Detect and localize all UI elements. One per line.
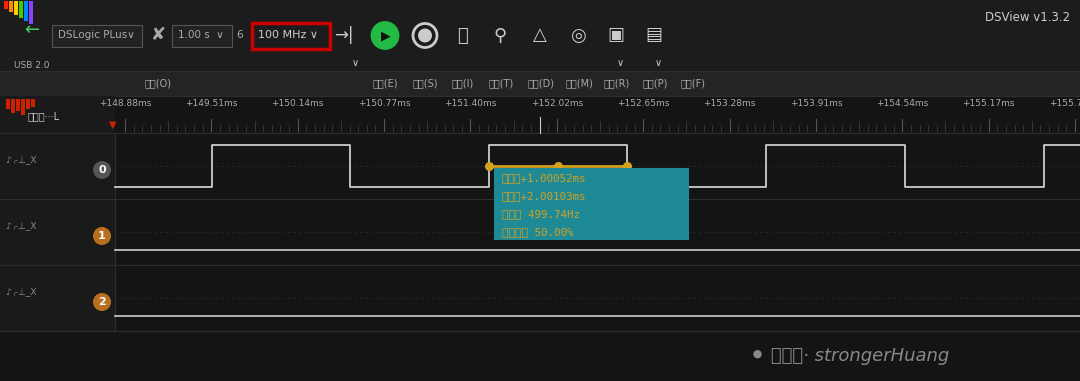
Text: 显示(P): 显示(P) bbox=[643, 78, 667, 88]
Text: 0: 0 bbox=[98, 165, 106, 175]
Text: 解码(D): 解码(D) bbox=[527, 78, 554, 88]
Bar bbox=[494, 168, 689, 240]
Text: +153.28ms: +153.28ms bbox=[703, 99, 756, 109]
Bar bbox=[24, 1, 28, 21]
Bar bbox=[0, 265, 1080, 331]
Text: 选项(O): 选项(O) bbox=[145, 78, 172, 88]
Text: ⚲: ⚲ bbox=[494, 27, 507, 45]
Text: 开始(S): 开始(S) bbox=[413, 78, 437, 88]
Bar bbox=[31, 99, 35, 107]
Text: ◎: ◎ bbox=[570, 27, 585, 45]
Bar bbox=[0, 96, 114, 133]
Bar bbox=[0, 199, 1080, 265]
Text: ▶: ▶ bbox=[381, 29, 391, 42]
Text: ▤: ▤ bbox=[646, 27, 662, 45]
Bar bbox=[0, 265, 114, 331]
Text: +150.14ms: +150.14ms bbox=[271, 99, 324, 109]
Text: 2: 2 bbox=[98, 297, 106, 307]
Bar bbox=[0, 0, 1080, 71]
Text: ∨: ∨ bbox=[351, 58, 359, 68]
Bar bbox=[16, 99, 21, 111]
Text: DSView v1.3.2: DSView v1.3.2 bbox=[985, 11, 1070, 24]
Text: +155.79ms: +155.79ms bbox=[1049, 99, 1080, 109]
Text: 频率： 499.74Hz: 频率： 499.74Hz bbox=[501, 209, 580, 219]
Text: USB 2.0: USB 2.0 bbox=[14, 61, 50, 70]
Text: △: △ bbox=[534, 27, 546, 45]
Text: ✘: ✘ bbox=[150, 27, 165, 45]
Text: ⚫ 公众号· strongerHuang: ⚫ 公众号· strongerHuang bbox=[750, 347, 949, 365]
Text: ▣: ▣ bbox=[607, 27, 624, 45]
Circle shape bbox=[93, 227, 111, 245]
Bar bbox=[19, 1, 23, 18]
Text: +152.65ms: +152.65ms bbox=[617, 99, 670, 109]
Text: 1.00 s  ∨: 1.00 s ∨ bbox=[178, 30, 224, 40]
Text: +150.77ms: +150.77ms bbox=[357, 99, 410, 109]
Text: 模式(E): 模式(E) bbox=[373, 78, 397, 88]
Text: 立即(I): 立即(I) bbox=[451, 78, 474, 88]
Text: ∨: ∨ bbox=[654, 58, 662, 68]
Text: ♪⌌⊥_X: ♪⌌⊥_X bbox=[5, 221, 37, 231]
Bar bbox=[52, 24, 141, 46]
Text: 周期：+2.00103ms: 周期：+2.00103ms bbox=[501, 191, 586, 201]
Bar bbox=[0, 133, 114, 199]
Text: →|: →| bbox=[334, 27, 354, 45]
Text: 触发(T): 触发(T) bbox=[488, 78, 514, 88]
Circle shape bbox=[373, 24, 397, 48]
Text: +154.54ms: +154.54ms bbox=[876, 99, 929, 109]
Bar bbox=[14, 1, 18, 15]
Text: +148.88ms: +148.88ms bbox=[98, 99, 151, 109]
Text: ←: ← bbox=[25, 21, 40, 38]
Text: 测量(M): 测量(M) bbox=[565, 78, 593, 88]
Text: ♪⌌⊥_X: ♪⌌⊥_X bbox=[5, 288, 37, 296]
Bar bbox=[0, 71, 1080, 96]
Text: ⫶: ⫶ bbox=[457, 27, 468, 45]
Text: +149.51ms: +149.51ms bbox=[185, 99, 238, 109]
Bar bbox=[252, 22, 330, 48]
Text: 100 MHz ∨: 100 MHz ∨ bbox=[258, 30, 318, 40]
Text: 宽度：+1.00052ms: 宽度：+1.00052ms bbox=[501, 173, 586, 183]
Text: 1: 1 bbox=[98, 231, 106, 241]
Text: +155.17ms: +155.17ms bbox=[962, 99, 1015, 109]
Text: ∨: ∨ bbox=[617, 58, 623, 68]
Bar bbox=[0, 96, 1080, 133]
Bar bbox=[0, 331, 1080, 381]
Text: 逻辑分···L: 逻辑分···L bbox=[28, 112, 60, 122]
Bar bbox=[26, 99, 30, 109]
Text: 搜索(R): 搜索(R) bbox=[604, 78, 630, 88]
Bar bbox=[4, 1, 8, 9]
Text: +152.02ms: +152.02ms bbox=[530, 99, 583, 109]
Text: +153.91ms: +153.91ms bbox=[789, 99, 842, 109]
Bar bbox=[6, 99, 10, 109]
Circle shape bbox=[418, 29, 432, 43]
Text: 6: 6 bbox=[237, 30, 243, 40]
Bar bbox=[29, 1, 33, 24]
Circle shape bbox=[93, 293, 111, 311]
Text: DSLogic PLus∨: DSLogic PLus∨ bbox=[58, 30, 135, 40]
Text: ▼: ▼ bbox=[109, 120, 117, 130]
Circle shape bbox=[93, 161, 111, 179]
Text: 占空比： 50.00%: 占空比： 50.00% bbox=[501, 227, 573, 237]
Bar bbox=[172, 24, 232, 46]
Bar bbox=[9, 1, 13, 12]
Bar bbox=[11, 99, 15, 113]
Bar bbox=[0, 199, 114, 265]
Bar bbox=[21, 99, 25, 115]
Bar bbox=[0, 133, 1080, 199]
Text: +151.40ms: +151.40ms bbox=[444, 99, 497, 109]
Text: 文件(F): 文件(F) bbox=[680, 78, 705, 88]
Text: ♪⌌⊥_X: ♪⌌⊥_X bbox=[5, 155, 37, 165]
